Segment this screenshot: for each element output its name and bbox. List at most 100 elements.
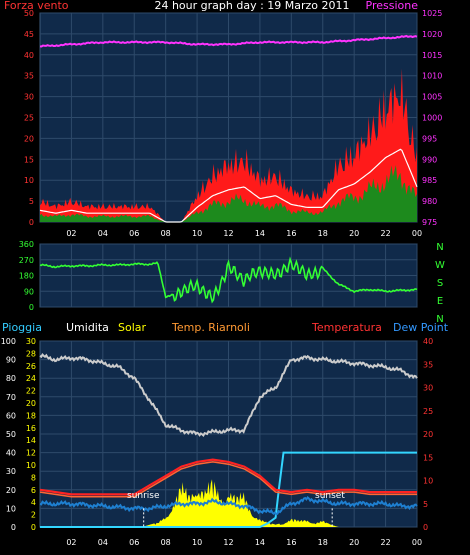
rain-tick-label: 0: [11, 523, 16, 532]
bottom-x-tick-label: 12: [223, 538, 233, 547]
bottom-x-tick-label: 16: [286, 538, 296, 547]
compass-label: W: [435, 260, 445, 271]
compass-label: S: [437, 278, 443, 289]
bottom-x-tick-label: 04: [98, 538, 108, 547]
pressure-axis-label: Pressione: [366, 0, 419, 12]
wind-tick-label: 50: [24, 9, 34, 18]
wind-tick-label: 25: [24, 114, 34, 123]
compass-label: E: [437, 296, 443, 307]
temp-tick-label: 10: [423, 477, 433, 486]
solar-tick-label: 2: [31, 511, 36, 520]
bottom-x-tick-label: 20: [349, 538, 359, 547]
solar-tick-label: 4: [31, 498, 36, 507]
wind-average-area: [40, 165, 417, 222]
wind-x-tick-label: 16: [286, 229, 296, 238]
rain-tick-label: 90: [6, 356, 16, 365]
wind-speed-line: [39, 148, 418, 223]
legend-dewpoint: Dew Point: [393, 321, 449, 334]
wind-tick-label: 40: [24, 51, 34, 60]
bottom-x-tick-label: 06: [129, 538, 139, 547]
temp-tick-label: 0: [423, 523, 428, 532]
wind-x-tick-label: 08: [161, 229, 171, 238]
wind-x-tick-label: 20: [349, 229, 359, 238]
rain-tick-label: 80: [6, 374, 16, 383]
compass-label: N: [436, 314, 443, 325]
solar-tick-label: 8: [31, 473, 36, 482]
compass-label: N: [436, 242, 443, 253]
solar-tick-label: 16: [26, 424, 36, 433]
rain-tick-label: 30: [6, 467, 16, 476]
sunrise-label: sunrise: [127, 491, 160, 501]
pressure-tick-label: 1005: [422, 93, 442, 102]
humidity-line: [39, 352, 418, 437]
bottom-x-tick-label: 14: [255, 538, 265, 547]
legend-solar: Solar: [118, 321, 147, 334]
rain-tick-label: 40: [6, 449, 16, 458]
pressure-tick-label: 980: [422, 197, 437, 206]
rain-line: [40, 451, 417, 528]
wind-x-tick-label: 00: [412, 229, 422, 238]
solar-tick-label: 12: [26, 449, 36, 458]
direction-tick-label: 90: [24, 287, 34, 296]
direction-tick-label: 180: [19, 272, 34, 281]
wind-x-tick-label: 12: [223, 229, 233, 238]
solar-tick-label: 0: [31, 523, 36, 532]
temp-tick-label: 25: [423, 407, 433, 416]
rain-tick-label: 50: [6, 430, 16, 439]
temp-tick-label: 30: [423, 384, 433, 393]
legend-temperature: Temperatura: [311, 321, 382, 334]
bottom-x-tick-label: 18: [318, 538, 328, 547]
temp-riarnoli-line: [39, 461, 417, 498]
rain-tick-label: 10: [6, 504, 16, 513]
wind-x-tick-label: 10: [192, 229, 202, 238]
solar-tick-label: 10: [26, 461, 36, 470]
solar-tick-label: 6: [31, 486, 36, 495]
chart-labels: 24 hour graph day : 19 Marzo 2011 Forza …: [2, 0, 449, 501]
pressure-tick-label: 990: [422, 155, 437, 164]
temperature-humidity-panel: 0102030405060708090100024681012141618202…: [1, 337, 433, 547]
direction-tick-label: 360: [19, 240, 34, 249]
wind-x-tick-label: 02: [66, 229, 76, 238]
pressure-tick-label: 1025: [422, 9, 442, 18]
pressure-tick-label: 975: [422, 218, 437, 227]
wind-x-tick-label: 04: [98, 229, 108, 238]
dewpoint-line: [39, 496, 418, 516]
solar-tick-label: 26: [26, 362, 36, 371]
temp-tick-label: 20: [423, 430, 433, 439]
wind-x-tick-label: 22: [380, 229, 390, 238]
pressure-tick-label: 1020: [422, 30, 442, 39]
pressure-line: [39, 34, 418, 48]
solar-tick-label: 14: [26, 436, 36, 445]
wind-tick-label: 5: [29, 197, 34, 206]
rain-tick-label: 100: [1, 337, 16, 346]
wind-tick-label: 45: [24, 30, 34, 39]
direction-tick-label: 270: [19, 256, 34, 265]
wind-tick-label: 20: [24, 134, 34, 143]
bottom-x-tick-label: 22: [380, 538, 390, 547]
pressure-tick-label: 1015: [422, 51, 442, 60]
legend-humidity: Umidita: [66, 321, 109, 334]
solar-tick-label: 30: [26, 337, 36, 346]
solar-tick-label: 28: [26, 349, 36, 358]
wind-x-tick-label: 06: [129, 229, 139, 238]
rain-tick-label: 60: [6, 411, 16, 420]
wind-x-tick-label: 18: [318, 229, 328, 238]
solar-tick-label: 20: [26, 399, 36, 408]
wind-tick-label: 0: [29, 218, 34, 227]
legend-temp-riarnoli: Temp. Riarnoli: [171, 321, 250, 334]
temp-tick-label: 35: [423, 360, 433, 369]
rain-tick-label: 70: [6, 393, 16, 402]
wind-tick-label: 15: [24, 155, 34, 164]
bottom-x-tick-label: 10: [192, 538, 202, 547]
pressure-tick-label: 985: [422, 176, 437, 185]
wind-tick-label: 10: [24, 176, 34, 185]
temperature-line: [39, 458, 417, 496]
chart-title: 24 hour graph day : 19 Marzo 2011: [154, 0, 349, 12]
pressure-tick-label: 995: [422, 134, 437, 143]
temp-tick-label: 15: [423, 453, 433, 462]
bottom-x-tick-label: 08: [161, 538, 171, 547]
pressure-tick-label: 1010: [422, 72, 442, 81]
direction-tick-label: 0: [29, 303, 34, 312]
